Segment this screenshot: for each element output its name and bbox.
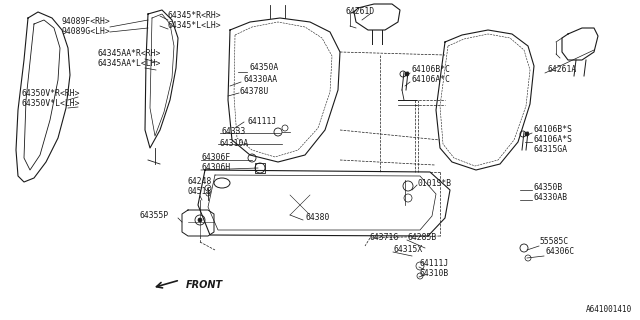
Text: 64380: 64380 [306,213,330,222]
Circle shape [198,218,202,222]
Text: 64333: 64333 [222,127,246,137]
Circle shape [525,132,529,136]
Text: 64345*R<RH>: 64345*R<RH> [168,12,221,20]
Text: 64350A: 64350A [249,63,278,73]
Text: 64378U: 64378U [240,86,269,95]
Text: 64345*L<LH>: 64345*L<LH> [168,21,221,30]
Text: 64371G: 64371G [370,233,399,242]
Text: 64350V*L<LH>: 64350V*L<LH> [22,100,81,108]
Text: 64261D: 64261D [346,7,375,17]
Text: 64310B: 64310B [420,269,449,278]
Text: 64106B*S: 64106B*S [533,124,572,133]
Text: 64345AA*R<RH>: 64345AA*R<RH> [98,50,161,59]
Text: 64285B: 64285B [408,233,437,242]
Text: 64111J: 64111J [248,116,277,125]
Text: 64106A*C: 64106A*C [411,76,450,84]
Text: 64106A*S: 64106A*S [533,134,572,143]
Text: 64310A: 64310A [220,139,249,148]
Text: 64106B*C: 64106B*C [411,66,450,75]
Text: 64350B: 64350B [533,183,563,193]
Text: 64248: 64248 [187,177,211,186]
Circle shape [405,72,409,76]
Text: 64111J: 64111J [420,260,449,268]
Text: 64355P: 64355P [140,211,169,220]
Text: 64345AA*L<LH>: 64345AA*L<LH> [98,60,161,68]
Text: 55585C: 55585C [540,237,569,246]
Text: 0451S: 0451S [187,187,211,196]
Text: 64306H: 64306H [202,163,231,172]
Text: 64350V*R<RH>: 64350V*R<RH> [22,90,81,99]
Text: 64315GA: 64315GA [533,145,567,154]
Bar [255,163,265,173]
Text: 94089F<RH>: 94089F<RH> [62,18,111,27]
Text: 64261A: 64261A [548,66,577,75]
Text: 64306C: 64306C [545,247,574,257]
Text: 64315X: 64315X [394,244,423,253]
Text: FRONT: FRONT [186,280,223,290]
Text: 64330AB: 64330AB [533,194,567,203]
Text: 64330AA: 64330AA [243,76,277,84]
Text: 94089G<LH>: 94089G<LH> [62,28,111,36]
Text: 0101S*B: 0101S*B [418,179,452,188]
Text: 64306F: 64306F [202,153,231,162]
Text: A641001410: A641001410 [586,305,632,314]
